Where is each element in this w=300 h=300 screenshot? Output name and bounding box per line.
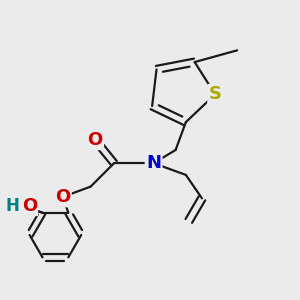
Text: S: S (209, 85, 222, 103)
Text: H: H (5, 197, 19, 215)
Text: O: O (22, 197, 37, 215)
Text: N: N (146, 154, 161, 172)
Text: O: O (87, 131, 103, 149)
Text: O: O (55, 188, 70, 206)
